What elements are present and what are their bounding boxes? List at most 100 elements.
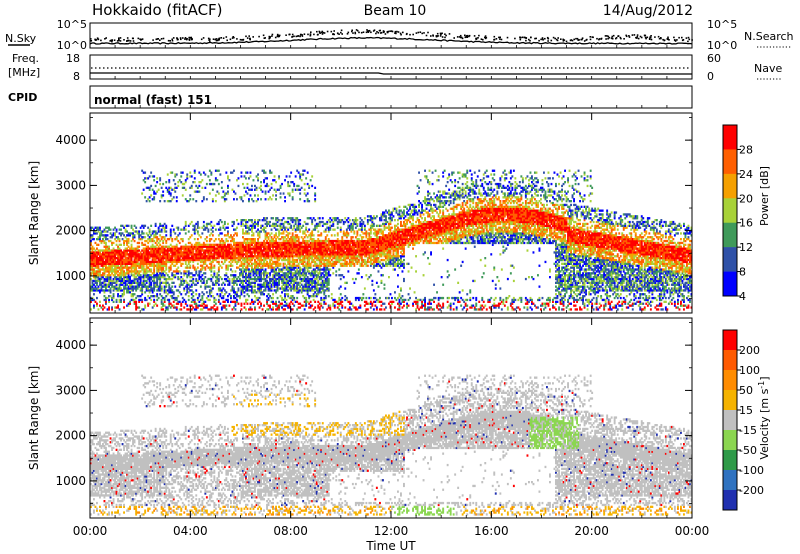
noise-dot bbox=[481, 38, 483, 40]
noise-frame bbox=[90, 23, 692, 48]
power-cell bbox=[271, 198, 273, 200]
power-cell bbox=[227, 227, 229, 229]
noise-dot bbox=[118, 37, 120, 39]
noise-dot bbox=[420, 31, 422, 33]
noise-dot bbox=[133, 40, 135, 42]
power-cell bbox=[158, 297, 160, 299]
noise-dot bbox=[530, 37, 532, 39]
power-cell bbox=[138, 306, 140, 308]
power-cell bbox=[182, 263, 184, 265]
noise-dot bbox=[139, 38, 141, 40]
power-cell bbox=[153, 175, 155, 177]
power-cell bbox=[235, 308, 237, 310]
noise-dot bbox=[418, 32, 420, 34]
power-cell bbox=[113, 301, 115, 303]
power-cell bbox=[213, 265, 215, 267]
power-cell bbox=[204, 187, 206, 189]
noise-dot bbox=[180, 37, 182, 39]
freq-left-tick-top: 18 bbox=[66, 52, 80, 65]
noise-dot bbox=[499, 38, 501, 40]
noise-dot bbox=[313, 34, 315, 36]
noise-dot bbox=[381, 32, 383, 34]
power-cell bbox=[322, 217, 324, 219]
power-cell bbox=[225, 308, 227, 310]
noise-dot bbox=[104, 38, 106, 40]
noise-dot bbox=[319, 32, 321, 34]
power-cell bbox=[251, 219, 253, 221]
noise-dot bbox=[457, 36, 459, 38]
power-cell bbox=[287, 181, 289, 183]
noise-dot bbox=[348, 32, 350, 34]
power-cell bbox=[134, 293, 136, 295]
noise-dot bbox=[474, 35, 476, 37]
noise-dot bbox=[611, 37, 613, 39]
noise-dot bbox=[522, 37, 524, 39]
noise-dot bbox=[332, 33, 334, 35]
noise-dot bbox=[547, 40, 549, 42]
power-cell bbox=[213, 183, 215, 185]
noise-dot bbox=[351, 30, 353, 32]
power-cell bbox=[192, 291, 194, 293]
power-cell bbox=[260, 181, 262, 183]
noise-dot bbox=[674, 39, 676, 41]
power-cell bbox=[144, 225, 146, 227]
power-cell bbox=[143, 189, 145, 191]
noise-dot bbox=[421, 33, 423, 35]
noise-dot bbox=[132, 38, 134, 40]
date-title: 14/Aug/2012 bbox=[603, 3, 693, 19]
noise-dot bbox=[667, 38, 669, 40]
noise-dot bbox=[173, 37, 175, 39]
noise-dot bbox=[538, 40, 540, 42]
power-cell bbox=[200, 286, 202, 288]
power-cell bbox=[283, 217, 285, 219]
noise-dot bbox=[185, 37, 187, 39]
noise-right-tick-bottom: 10^0 bbox=[707, 39, 737, 52]
noise-dot bbox=[157, 38, 159, 40]
power-cell bbox=[203, 196, 205, 198]
noise-dot bbox=[220, 37, 222, 39]
noise-dot bbox=[637, 34, 639, 36]
power-cell bbox=[93, 305, 95, 307]
noise-dot bbox=[590, 36, 592, 38]
power-cell bbox=[189, 265, 191, 267]
power-cell bbox=[286, 175, 288, 177]
noise-dot bbox=[437, 35, 439, 37]
noise-dot bbox=[269, 36, 271, 38]
noise-dot bbox=[554, 38, 556, 40]
noise-dot bbox=[272, 34, 274, 36]
power-cell bbox=[212, 234, 214, 236]
noise-dot bbox=[341, 33, 343, 35]
power-cell bbox=[204, 272, 206, 274]
noise-dot bbox=[575, 38, 577, 40]
noise-dot bbox=[606, 35, 608, 37]
power-cell bbox=[259, 297, 261, 299]
noise-dot bbox=[230, 39, 232, 41]
power-cell bbox=[188, 299, 190, 301]
power-cell bbox=[150, 225, 152, 227]
power-cell bbox=[194, 177, 196, 179]
power-cell bbox=[227, 223, 229, 225]
noise-dot bbox=[316, 31, 318, 33]
power-cell bbox=[305, 227, 307, 229]
power-cell bbox=[174, 286, 176, 288]
noise-dot bbox=[691, 39, 693, 41]
power-cell bbox=[135, 227, 137, 229]
power-cell bbox=[229, 305, 231, 307]
power-cell bbox=[221, 278, 223, 280]
power-cell bbox=[225, 172, 227, 174]
power-cell bbox=[144, 181, 146, 183]
power-cell bbox=[260, 198, 262, 200]
noise-dot bbox=[496, 38, 498, 40]
power-cell bbox=[195, 200, 197, 202]
power-cell bbox=[164, 200, 166, 202]
power-cell bbox=[271, 172, 273, 174]
noise-dot bbox=[171, 39, 173, 41]
power-cell bbox=[180, 308, 182, 310]
power-cell bbox=[159, 183, 161, 185]
freq-right-tick-bottom: 0 bbox=[707, 70, 714, 83]
power-cell bbox=[189, 172, 191, 174]
power-cell bbox=[251, 185, 253, 187]
power-cell bbox=[212, 198, 214, 200]
noise-dot bbox=[535, 38, 537, 40]
noise-dot bbox=[605, 38, 607, 40]
